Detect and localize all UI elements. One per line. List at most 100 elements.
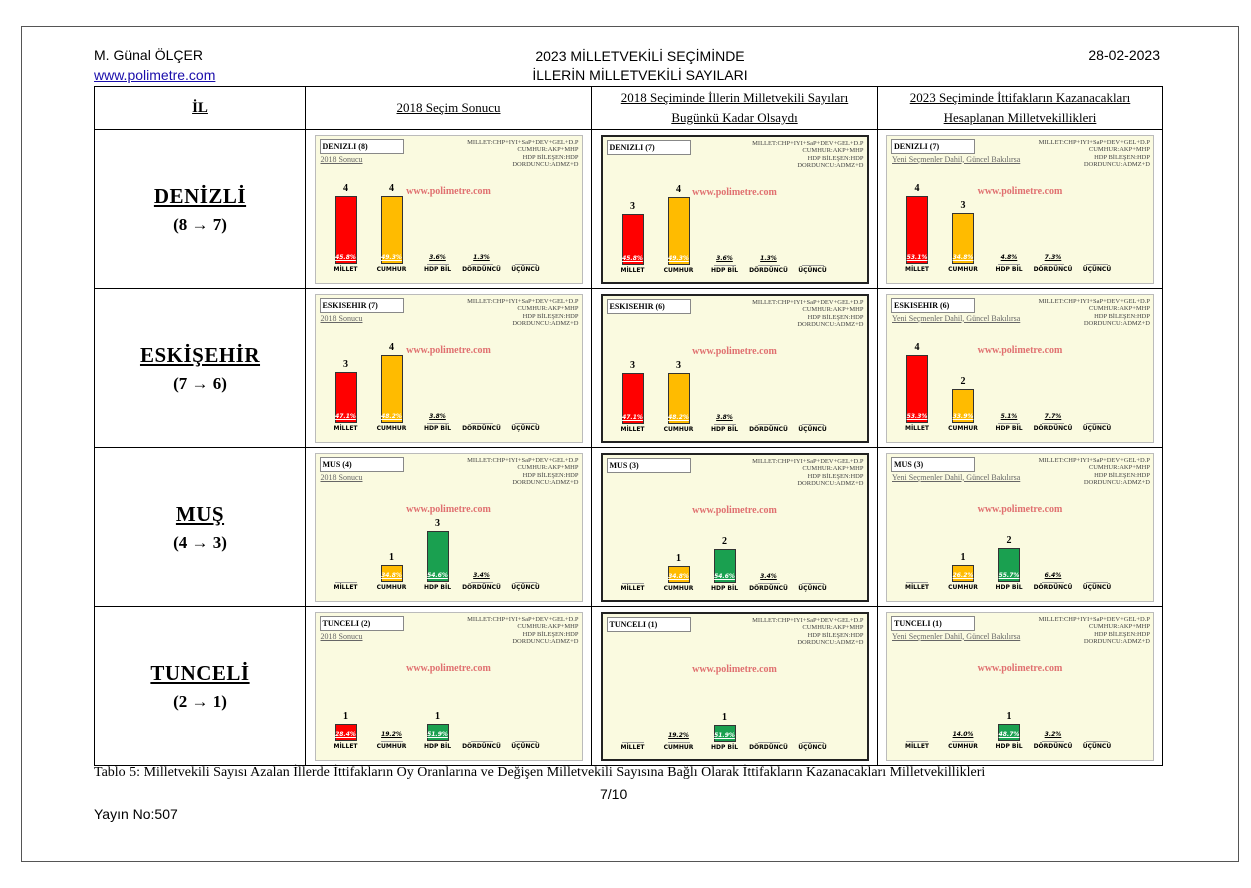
col-header-2023-line-2: Hesaplanan Milletvekillikleri	[943, 110, 1097, 125]
chart-watermark: www.polimetre.com	[406, 503, 491, 515]
seat-label: 4	[389, 341, 394, 353]
seat-label: 1	[343, 710, 348, 722]
percent-label: 7.3%	[1044, 253, 1062, 261]
percent-label: 1.3%	[760, 254, 777, 262]
percent-label: 3.4%	[760, 572, 777, 580]
bar-cumhur	[952, 388, 974, 423]
bar-baseline	[470, 740, 493, 742]
bar-baseline	[1086, 422, 1108, 424]
category-label: ÜÇÜNCÜ	[511, 265, 540, 273]
chart-legend: MILLET:CHP+IYI+SaP+DEV+GEL+D.P CUMHUR:AKP…	[752, 458, 863, 488]
legend-line: HDP BİLEŞEN:HDP	[522, 630, 579, 638]
chart-subtitle: 2018 Sonucu	[320, 154, 363, 164]
percent-label: 55.7%	[998, 571, 1020, 579]
chart-watermark: www.polimetre.com	[977, 344, 1063, 356]
bar-baseline	[1086, 581, 1108, 583]
bar-baseline	[1042, 263, 1064, 265]
category-label: MİLLET	[333, 583, 358, 591]
category-label: HDP BİL	[423, 742, 452, 750]
chart-watermark: www.polimetre.com	[977, 503, 1063, 515]
legend-line: DORDUNCU:ADMZ+D	[1083, 320, 1150, 327]
seat-label: 1	[722, 711, 727, 723]
chart-title: TUNCELI (2)	[319, 615, 404, 631]
category-label: HDP BİL	[423, 265, 452, 273]
seat-label: 4	[914, 182, 920, 194]
website-link[interactable]: www.polimetre.com	[94, 67, 216, 83]
bar-baseline	[998, 263, 1020, 265]
seat-label: 3	[343, 358, 348, 370]
legend-line: HDP BİLEŞEN:HDP	[522, 312, 579, 320]
category-label: MİLLET	[333, 265, 358, 273]
province-name: ESKİŞEHİR	[139, 342, 261, 367]
category-label: DÖRDÜNCÜ	[462, 742, 501, 750]
legend-line: HDP BİLEŞEN:HDP	[807, 631, 864, 639]
percent-label: 47.1%	[335, 412, 356, 420]
category-label: ÜÇÜNCÜ	[511, 583, 540, 591]
legend-line: MILLET:CHP+IYI+SaP+DEV+GEL+D.P	[752, 616, 864, 624]
bar-hdp bi̇l	[998, 547, 1020, 582]
legend-line: HDP BİLEŞEN:HDP	[807, 313, 864, 321]
bar-cumhur	[380, 195, 403, 264]
category-label: DÖRDÜNCÜ	[749, 584, 788, 592]
legend-line: DORDUNCU:ADMZ+D	[1083, 161, 1150, 168]
bar-baseline	[470, 263, 493, 265]
percent-label: 51.9%	[427, 730, 448, 738]
legend-line: HDP BİLEŞEN:HDP	[1094, 312, 1150, 320]
percent-label: 3.6%	[716, 254, 733, 262]
category-label: ÜÇÜNCÜ	[798, 743, 827, 751]
category-label: MİLLET	[620, 425, 645, 433]
chart-cell-2018: TUNCELI (2) 2018 Sonucu MILLET:CHP+IYI+SaP…	[305, 606, 592, 766]
bar-baseline	[801, 264, 824, 266]
category-label: DÖRDÜNCÜ	[462, 583, 501, 591]
chart-subtitle: Yeni Seçmenler Dahil, Güncel Bakılırsa	[892, 154, 1021, 164]
chart-subtitle: Yeni Seçmenler Dahil, Güncel Bakılırsa	[892, 472, 1021, 482]
col-header-2018: 2018 Seçim Sonucu	[305, 86, 592, 130]
percent-label: 1.3%	[473, 253, 490, 261]
category-label: CUMHUR	[663, 425, 694, 433]
bar-hdp bi̇l	[426, 530, 449, 582]
category-label: HDP BİL	[710, 425, 739, 433]
percent-label: 51.9%	[714, 731, 735, 739]
chart-watermark: www.polimetre.com	[977, 662, 1063, 674]
category-label: MİLLET	[333, 424, 358, 432]
category-label: CUMHUR	[948, 583, 978, 591]
percent-label: 34.8%	[668, 572, 689, 580]
legend-line: CUMHUR:AKP+MHP	[517, 305, 579, 312]
bar-baseline	[757, 582, 780, 584]
seat-label: 1	[435, 710, 440, 722]
category-label: DÖRDÜNCÜ	[462, 265, 501, 273]
percent-label: 48.7%	[998, 730, 1020, 738]
category-label: ÜÇÜNCÜ	[1082, 265, 1112, 273]
table-row: MUŞ (4 → 3) MUS (4) 2018 Sonucu MILLET:CHP+I…	[94, 447, 1163, 607]
seat-chart-tunceli-2018: TUNCELI (2) 2018 Sonucu MILLET:CHP+IYI+SaP…	[314, 611, 583, 761]
category-label: CUMHUR	[663, 743, 694, 751]
category-label: CUMHUR	[948, 742, 978, 750]
legend-line: CUMHUR:AKP+MHP	[517, 146, 579, 153]
chart-title: DENIZLI (7)	[606, 139, 691, 155]
page-number: 7/10	[600, 786, 628, 802]
chart-legend: MILLET:CHP+IYI+SaP+DEV+GEL+D.P CUMHUR:AKP…	[1039, 139, 1150, 169]
category-label: HDP BİL	[995, 424, 1023, 432]
seat-label: 4	[343, 182, 348, 194]
seat-change: (7 → 6)	[173, 373, 227, 393]
bar-hdp bi̇l	[713, 724, 736, 742]
category-label: ÜÇÜNCÜ	[511, 742, 540, 750]
percent-label: 19.2%	[668, 731, 689, 739]
col-header-2023: 2023 Seçiminde İttifakların Kazanacaklar…	[877, 86, 1163, 130]
col-header-2023-line-1: 2023 Seçiminde İttifakların Kazanacaklar…	[909, 90, 1131, 105]
category-label: HDP BİL	[995, 742, 1023, 750]
chart-cell-2018: ESKISEHIR (7) 2018 Sonucu MILLET:CHP+IYI+S…	[305, 288, 592, 448]
table-row: DENİZLİ (8 → 7) DENIZLI (8) 2018 Sonucu MILL…	[94, 129, 1163, 289]
seat-label: 4	[914, 341, 920, 353]
bar-mi̇llet	[906, 354, 928, 423]
chart-legend: MILLET:CHP+IYI+SaP+DEV+GEL+D.P CUMHUR:AKP…	[467, 457, 578, 487]
percent-label: 47.1%	[622, 413, 643, 421]
bar-baseline	[470, 422, 493, 424]
percent-label: 45.8%	[335, 253, 356, 261]
percent-label: 3.2%	[1044, 730, 1062, 738]
chart-legend: MILLET:CHP+IYI+SaP+DEV+GEL+D.P CUMHUR:AKP…	[467, 616, 578, 646]
bar-mi̇llet	[906, 195, 928, 264]
legend-line: DORDUNCU:ADMZ+D	[512, 479, 579, 486]
chart-watermark: www.polimetre.com	[406, 185, 491, 197]
legend-line: DORDUNCU:ADMZ+D	[797, 162, 864, 169]
